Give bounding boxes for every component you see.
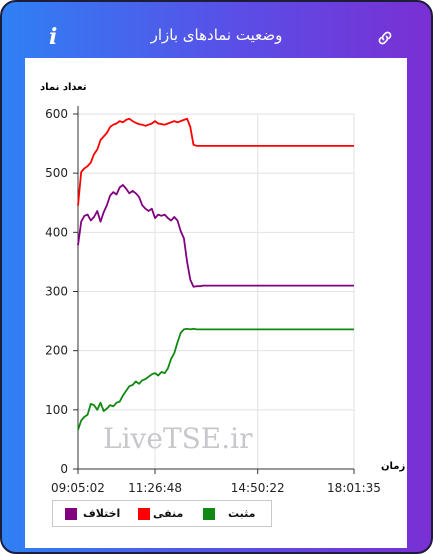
legend-item-difference[interactable]: اختلاف (83, 507, 121, 520)
y-axis-label: تعداد نماد (40, 82, 87, 93)
chart-panel (25, 58, 407, 548)
legend-item-negative[interactable]: منفی (153, 507, 184, 520)
y-tick-label: 500 (45, 166, 68, 180)
legend-swatch-negative (138, 508, 150, 520)
x-tick-label: 09:05:02 (51, 481, 105, 495)
legend-swatch-positive (203, 508, 215, 520)
grid (77, 113, 355, 470)
y-tick-label: 0 (60, 462, 68, 476)
y-tick-label: 400 (45, 225, 68, 239)
series-line-0 (77, 117, 354, 206)
chart-legend: مثبت منفی اختلاف (52, 500, 272, 527)
legend-item-positive[interactable]: مثبت (228, 507, 256, 520)
widget-header: i وضعیت نمادهای بازار (2, 2, 431, 58)
y-tick-label: 300 (45, 285, 68, 299)
widget-title: وضعیت نمادهای بازار (150, 26, 283, 44)
x-axis-label: زمان (381, 461, 406, 472)
x-tick-label: 18:01:35 (327, 481, 381, 495)
x-tick-label: 14:50:22 (231, 481, 285, 495)
x-tick-label: 11:26:48 (128, 481, 182, 495)
axes: 0 100 200 300 400 500 600 09:05:02 11:26:48 14:50… (45, 106, 381, 495)
y-tick-label: 600 (45, 107, 68, 121)
series-lines (77, 117, 354, 431)
legend-swatch-difference (65, 508, 77, 520)
y-tick-label: 200 (45, 344, 68, 358)
link-icon[interactable] (376, 29, 394, 47)
info-icon[interactable]: i (49, 24, 58, 50)
y-tick-label: 100 (45, 403, 68, 417)
series-line-1 (77, 184, 354, 288)
watermark: LiveTSE.ir (103, 422, 253, 455)
series-line-2 (77, 327, 354, 431)
